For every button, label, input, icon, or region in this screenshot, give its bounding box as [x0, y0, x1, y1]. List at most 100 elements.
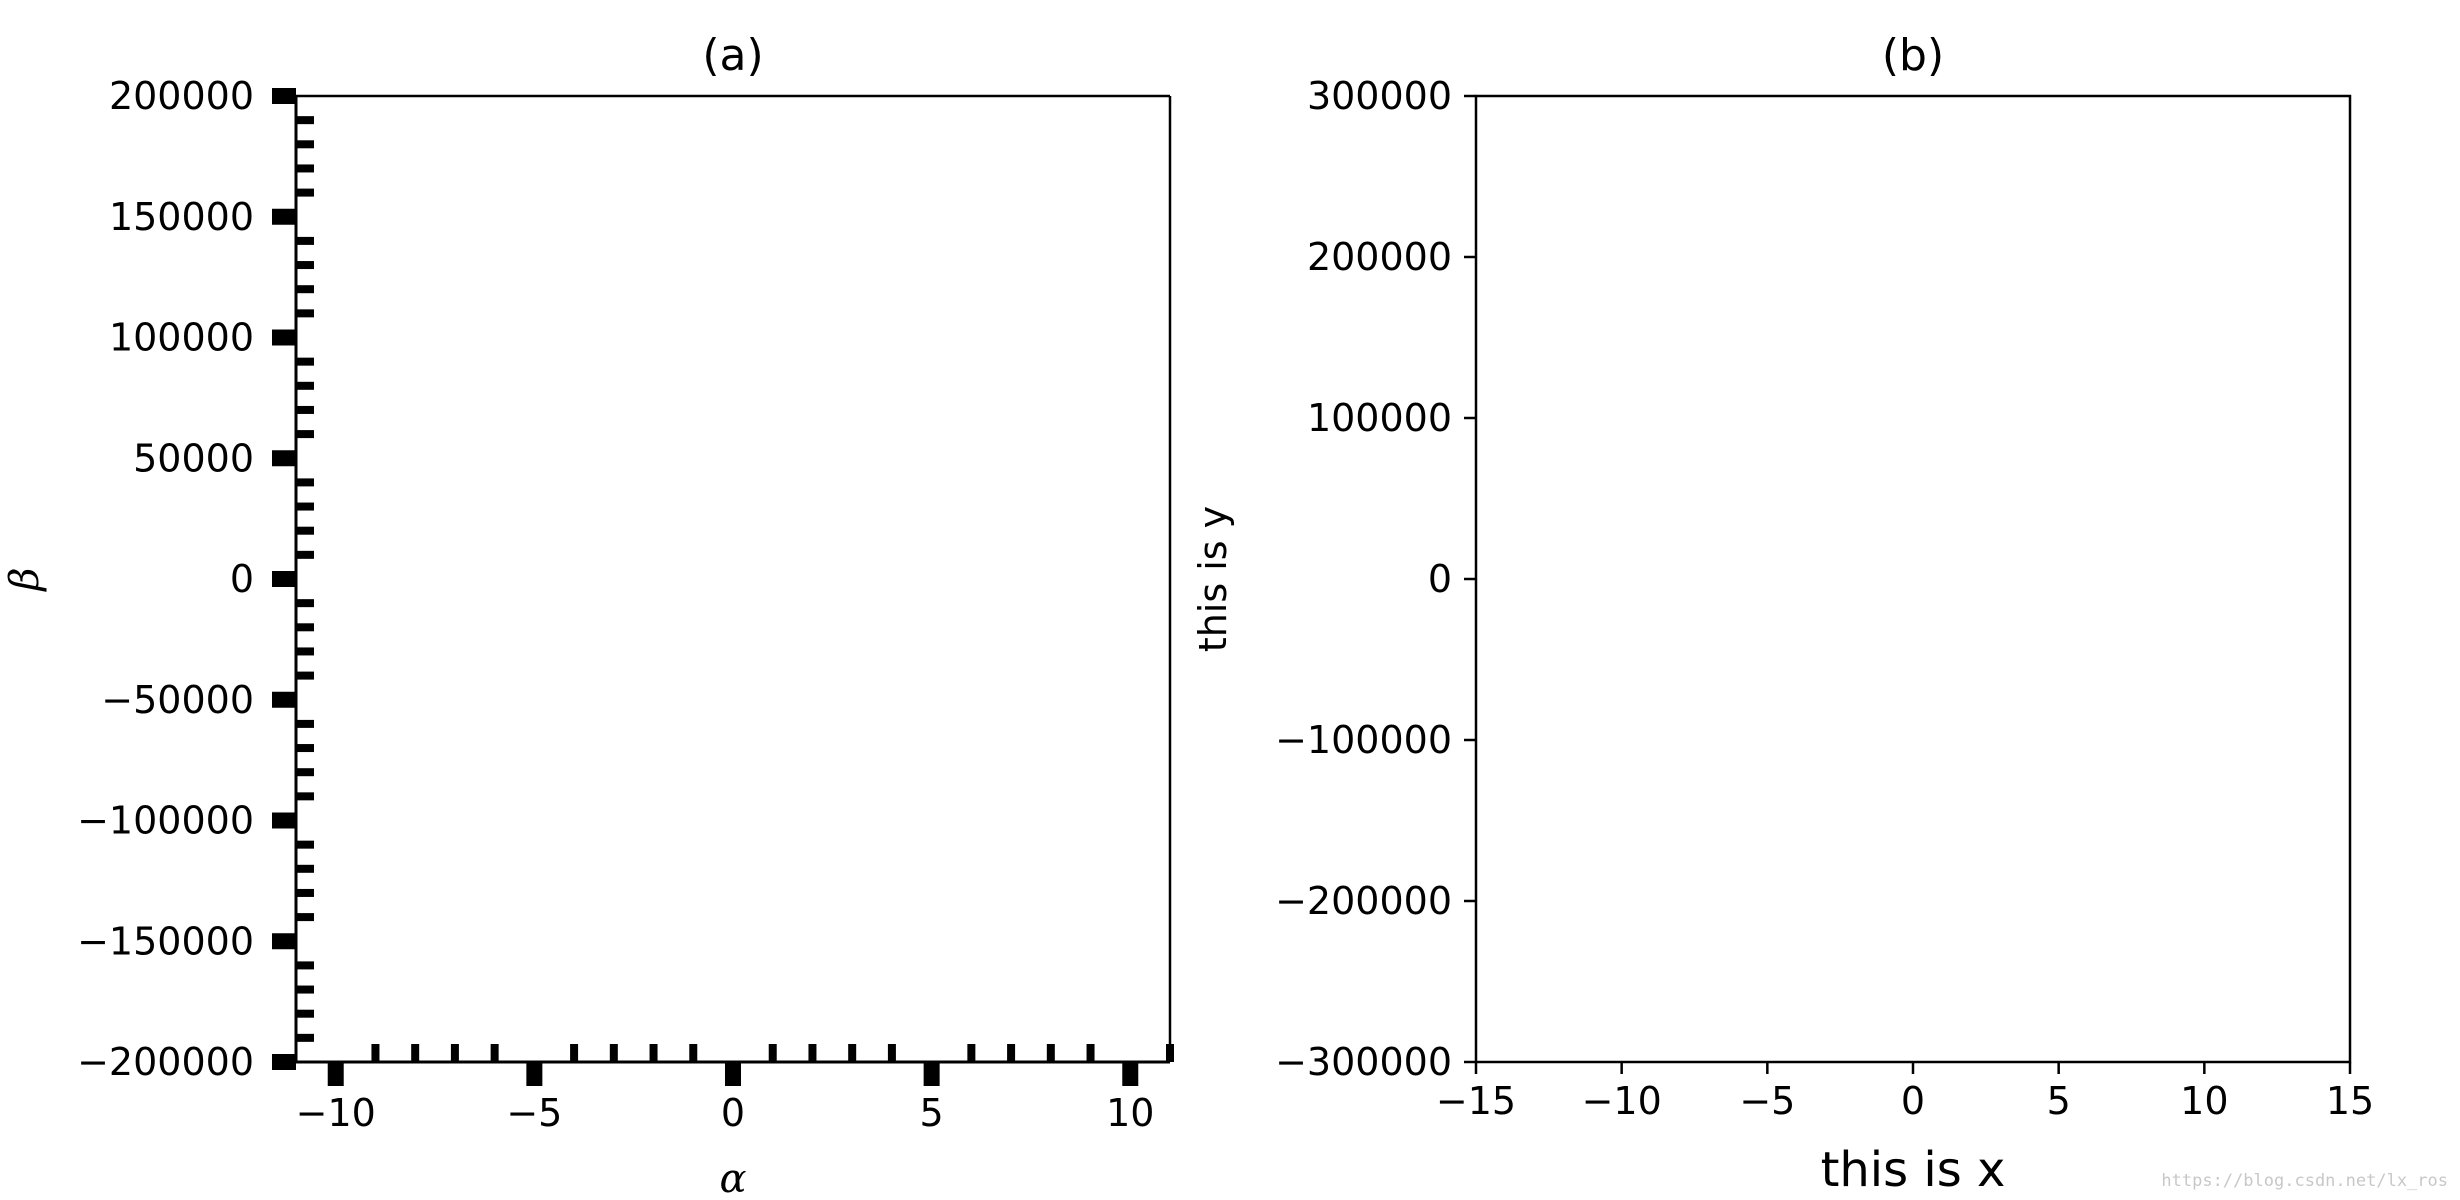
chart-title: (b) [1882, 30, 1944, 81]
x-tick-label: 10 [1106, 1091, 1154, 1135]
y-minor-tick [296, 526, 314, 535]
x-tick-label: 5 [2047, 1079, 2071, 1123]
y-major-tick [272, 933, 296, 950]
y-minor-tick [296, 840, 314, 849]
y-minor-tick [296, 864, 314, 873]
y-tick-label: 300000 [1307, 74, 1452, 118]
y-minor-tick [296, 188, 314, 197]
y-minor-tick [296, 671, 314, 680]
y-tick-label: 0 [1428, 557, 1452, 601]
x-tick-label: −10 [296, 1091, 376, 1135]
x-minor-tick [649, 1044, 658, 1062]
y-minor-tick [296, 164, 314, 173]
y-tick-label: −300000 [1275, 1040, 1452, 1084]
x-tick-label: −15 [1436, 1079, 1516, 1123]
panel-a: −10 −5 0 5 10 −200000 −150000 −100000 −50000 0 500… [2, 30, 1174, 1200]
y-minor-tick [296, 309, 314, 318]
x-major-tick [526, 1062, 543, 1086]
x-major-tick [327, 1062, 344, 1086]
x-tick-label: −5 [1739, 1079, 1795, 1123]
y-tick-label: 200000 [109, 74, 254, 118]
y-tick-label: −150000 [77, 919, 254, 963]
y-minor-tick [296, 599, 314, 608]
x-minor-tick [411, 1044, 420, 1062]
y-major-tick [272, 812, 296, 829]
y-major-tick [272, 208, 296, 225]
y-minor-tick [296, 792, 314, 801]
y-tick-label: 100000 [109, 316, 254, 360]
y-minor-tick [296, 550, 314, 559]
y-tick-label: 150000 [109, 195, 254, 239]
x-tick-label: 0 [721, 1091, 745, 1135]
watermark-text: https://blog.csdn.net/lx_ros [2161, 1171, 2448, 1191]
y-minor-tick [296, 1033, 314, 1042]
x-minor-tick [1007, 1044, 1016, 1062]
panel-b: −15 −10 −5 0 5 10 15 −300000 −200000 −100000 0 1000… [1191, 30, 2374, 1198]
y-tick-label: 0 [230, 557, 254, 601]
y-minor-tick [296, 430, 314, 439]
y-minor-tick [296, 357, 314, 366]
y-minor-tick [296, 1009, 314, 1018]
x-tick-label: −5 [506, 1091, 562, 1135]
y-minor-tick [296, 768, 314, 777]
x-minor-tick [887, 1044, 896, 1062]
y-tick-label: −50000 [101, 678, 254, 722]
y-minor-tick [296, 381, 314, 390]
y-major-tick [272, 571, 296, 587]
y-minor-tick [296, 623, 314, 632]
x-minor-tick [1046, 1044, 1055, 1062]
y-tick-label: −200000 [1275, 879, 1452, 923]
x-minor-tick [967, 1044, 976, 1062]
y-major-tick [272, 88, 296, 104]
y-minor-tick [296, 888, 314, 897]
y-tick-label: −200000 [77, 1040, 254, 1084]
y-tick-label: −100000 [1275, 718, 1452, 762]
x-minor-tick [490, 1044, 499, 1062]
x-tick-label: 0 [1901, 1079, 1925, 1123]
y-tick-label: 100000 [1307, 396, 1452, 440]
y-minor-tick [296, 116, 314, 125]
y-minor-tick [296, 744, 314, 753]
x-major-tick [923, 1062, 940, 1086]
y-major-tick [272, 329, 296, 346]
y-tick-label: 50000 [133, 436, 254, 480]
y-axis-label: this is y [1191, 506, 1235, 652]
y-tick-label: −100000 [77, 799, 254, 843]
y-minor-tick [296, 405, 314, 414]
x-tick-label: 5 [920, 1091, 944, 1135]
x-minor-tick [848, 1044, 857, 1062]
y-major-tick [272, 450, 296, 467]
y-minor-tick [296, 478, 314, 487]
x-tick-label: 15 [2326, 1079, 2374, 1123]
x-minor-tick [808, 1044, 817, 1062]
y-minor-tick [296, 719, 314, 728]
y-minor-tick [296, 961, 314, 970]
x-major-tick [1122, 1062, 1139, 1086]
x-axis-label: this is x [1821, 1142, 2006, 1198]
y-minor-tick [296, 236, 314, 245]
x-minor-tick [570, 1044, 579, 1062]
x-minor-tick [371, 1044, 380, 1062]
y-minor-tick [296, 502, 314, 511]
x-minor-tick [1166, 1044, 1174, 1062]
x-minor-tick [689, 1044, 698, 1062]
x-minor-tick [1086, 1044, 1095, 1062]
chart-title: (a) [702, 30, 763, 81]
y-major-tick [272, 1054, 296, 1070]
x-minor-tick [609, 1044, 618, 1062]
x-tick-label: −10 [1582, 1079, 1662, 1123]
x-axis-label: α [719, 1156, 746, 1200]
y-tick-label: 200000 [1307, 235, 1452, 279]
x-major-tick [725, 1062, 741, 1086]
x-minor-tick [768, 1044, 777, 1062]
y-minor-tick [296, 285, 314, 294]
y-major-tick [272, 691, 296, 708]
x-minor-tick [450, 1044, 459, 1062]
y-axis-label: β [2, 567, 48, 592]
y-minor-tick [296, 261, 314, 270]
y-minor-tick [296, 647, 314, 656]
x-tick-label: 10 [2180, 1079, 2228, 1123]
y-minor-tick [296, 985, 314, 994]
